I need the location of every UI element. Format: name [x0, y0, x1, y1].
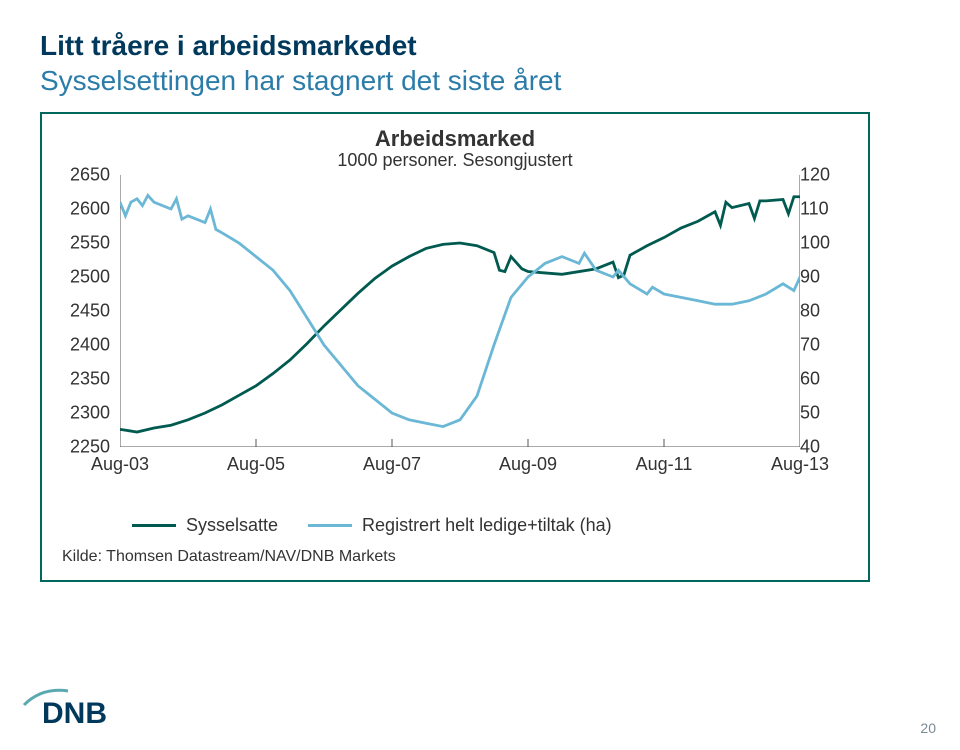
chart-frame: Arbeidsmarked 1000 personer. Sesongjuste…: [40, 112, 870, 582]
slide: Litt tråere i arbeidsmarkedet Sysselsett…: [0, 0, 960, 750]
x-tick-label: Aug-07: [363, 454, 421, 475]
y-left-tick-label: 2650: [58, 165, 110, 186]
y-left-tick-label: 2300: [58, 403, 110, 424]
series-registrert-helt-ledige-tiltak-ha-: [120, 195, 800, 426]
y-right-tick-label: 90: [800, 267, 852, 288]
logo-text: DNB: [42, 697, 107, 730]
y-right-tick-label: 110: [800, 199, 852, 220]
chart-subtitle: 1000 personer. Sesongjustert: [60, 150, 850, 171]
chart-title: Arbeidsmarked: [60, 126, 850, 152]
dnb-logo-svg: DNB: [20, 681, 130, 731]
title-line-2: Sysselsettingen har stagnert det siste å…: [40, 63, 920, 98]
legend-item: Sysselsatte: [132, 515, 278, 536]
title-block: Litt tråere i arbeidsmarkedet Sysselsett…: [40, 28, 920, 98]
x-tick-label: Aug-03: [91, 454, 149, 475]
x-tick-label: Aug-11: [636, 454, 693, 475]
y-right-tick-label: 60: [800, 369, 852, 390]
y-right-tick-label: 80: [800, 301, 852, 322]
plot-area: 225023002350240024502500255026002650 405…: [60, 175, 850, 475]
chart-titles: Arbeidsmarked 1000 personer. Sesongjuste…: [60, 126, 850, 171]
y-axis-right: 405060708090100110120: [794, 175, 850, 447]
y-right-tick-label: 100: [800, 233, 852, 254]
y-left-tick-label: 2550: [58, 233, 110, 254]
x-tick-label: Aug-05: [227, 454, 285, 475]
x-tick-label: Aug-13: [771, 454, 829, 475]
legend-item: Registrert helt ledige+tiltak (ha): [308, 515, 612, 536]
legend-swatch: [132, 524, 176, 527]
x-axis: Aug-03Aug-05Aug-07Aug-09Aug-11Aug-13: [120, 449, 800, 475]
y-left-tick-label: 2350: [58, 369, 110, 390]
plot: [120, 175, 800, 447]
y-axis-left: 225023002350240024502500255026002650: [60, 175, 116, 447]
y-left-tick-label: 2600: [58, 199, 110, 220]
legend: Sysselsatte Registrert helt ledige+tiltak…: [132, 515, 838, 536]
x-tick-label: Aug-09: [499, 454, 557, 475]
chart-svg: [120, 175, 800, 447]
y-left-tick-label: 2500: [58, 267, 110, 288]
legend-label: Registrert helt ledige+tiltak (ha): [362, 515, 612, 536]
y-right-tick-label: 70: [800, 335, 852, 356]
y-right-tick-label: 120: [800, 165, 852, 186]
y-right-tick-label: 50: [800, 403, 852, 424]
y-left-tick-label: 2400: [58, 335, 110, 356]
source-text: Kilde: Thomsen Datastream/NAV/DNB Market…: [62, 548, 396, 566]
legend-label: Sysselsatte: [186, 515, 278, 536]
title-line-1: Litt tråere i arbeidsmarkedet: [40, 28, 920, 63]
legend-swatch: [308, 524, 352, 527]
page-number: 20: [920, 720, 936, 736]
y-left-tick-label: 2450: [58, 301, 110, 322]
dnb-logo: DNB: [20, 681, 130, 736]
